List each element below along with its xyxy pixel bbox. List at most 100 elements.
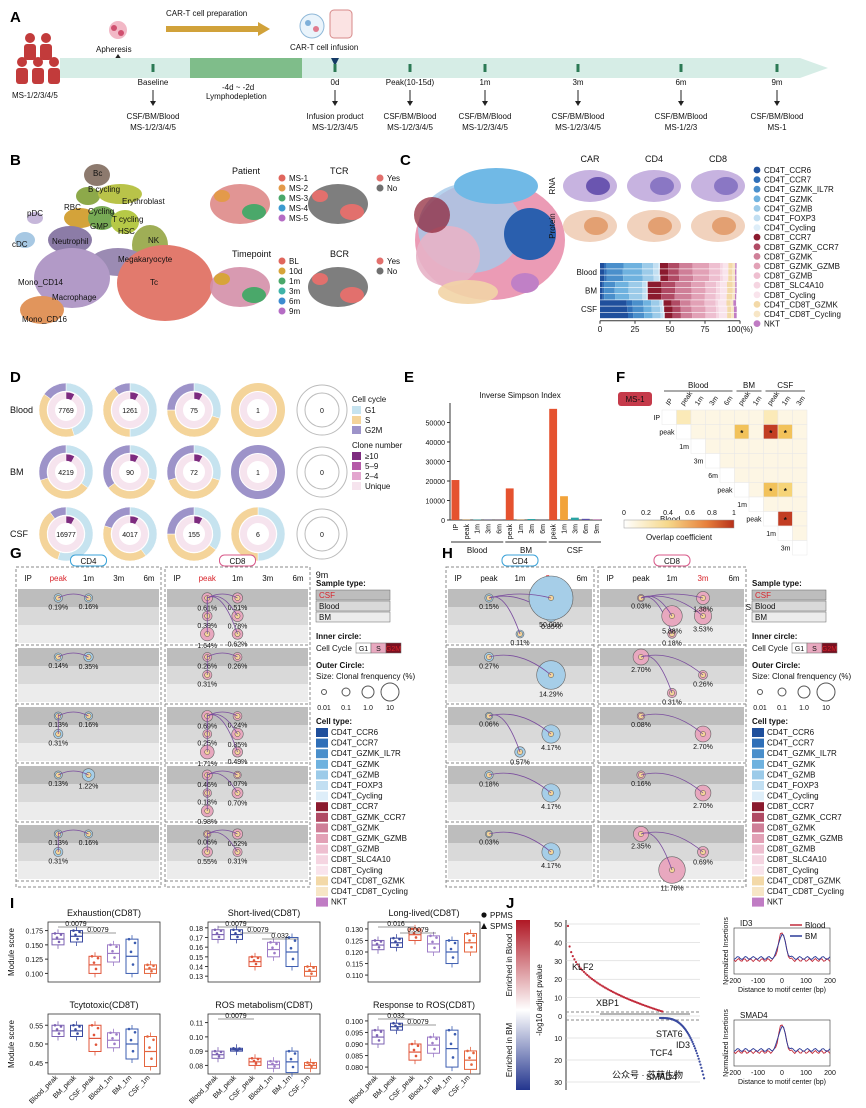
- celltype-dot: [753, 224, 761, 232]
- celltype-segment: [719, 269, 723, 275]
- size-label: 0.1: [341, 705, 351, 712]
- motif-point-blood: [587, 975, 590, 978]
- col-header: 3m: [262, 574, 273, 583]
- data-point: [55, 936, 59, 939]
- celltype-label: CD8T_GZMK_GZMB: [764, 262, 840, 271]
- celltype-swatch: [316, 834, 328, 843]
- celltype-dot: [753, 320, 761, 327]
- y-tick-label: 20000: [426, 479, 446, 486]
- clone-frequency: 0.26%: [693, 682, 713, 689]
- cellcycle-arc: [230, 506, 259, 562]
- timepoint-name: 3m: [572, 78, 583, 87]
- pvalue-label: 0.0079: [87, 927, 109, 934]
- pvalue-label: 0.0079: [407, 927, 429, 934]
- lineage-link: [640, 832, 673, 871]
- donut-row-label: Blood: [10, 405, 33, 415]
- data-point: [148, 966, 151, 970]
- celltype-swatch: [316, 738, 328, 748]
- data-point: [72, 1023, 75, 1027]
- size-label: 1.0: [363, 705, 373, 712]
- clone-frequency: 0.49%: [228, 759, 248, 766]
- celltype-segment: [733, 306, 737, 312]
- clone-frequency: 0.98%: [197, 819, 217, 826]
- celltype-segment: [674, 294, 692, 300]
- motif-point-bm: [697, 1057, 700, 1060]
- patients-label: MS-1/2/3/4/5: [12, 91, 58, 100]
- y-tick-label: 50000: [426, 421, 446, 428]
- clone-swatch: [352, 482, 361, 490]
- x-category: Blood_peak: [28, 1074, 59, 1105]
- celltype-segment: [600, 263, 604, 269]
- rna-feature-hot: [650, 177, 674, 195]
- band-csf: [600, 825, 744, 843]
- y-tick-label: 0.150: [25, 943, 43, 950]
- infusion-bag-icon: [299, 9, 353, 39]
- donut-count: 0: [320, 408, 324, 415]
- motif-point-blood: [570, 951, 573, 954]
- y-tick-label: 30000: [426, 460, 446, 467]
- legend-label: MS-4: [289, 204, 309, 213]
- cycle-box-label: S: [812, 646, 817, 653]
- timepoint-patients: MS-1/2/3/4/5: [555, 123, 601, 132]
- cellcycle-arc: [49, 506, 67, 519]
- x-tick-label: 3m: [529, 524, 536, 534]
- cluster-label: Megakaryocyte: [118, 255, 173, 264]
- data-point: [472, 1051, 475, 1055]
- celltype-swatch: [752, 791, 764, 801]
- heat-cell: [777, 438, 793, 454]
- timepoint-tick: [775, 64, 779, 72]
- donut-count: 1: [256, 408, 260, 415]
- cellcycle-label: G2M: [365, 426, 383, 435]
- cycle-box-label: G2M: [822, 646, 837, 653]
- significance-star: *: [769, 487, 773, 496]
- motif-point-blood: [595, 981, 598, 984]
- data-point: [238, 929, 241, 933]
- protein-feature-hot: [648, 217, 672, 235]
- data-point: [379, 940, 383, 943]
- data-point: [234, 1048, 237, 1051]
- legend-dot: [278, 214, 286, 222]
- band-blood: [448, 843, 592, 861]
- celltype-label: CD4T_CCR7: [767, 739, 815, 748]
- data-point: [131, 963, 135, 966]
- donut-count: 16977: [56, 532, 76, 539]
- motif-point-bm: [692, 1042, 695, 1046]
- cycle-box-label: G1: [795, 646, 804, 653]
- smad4-track-xtick: 100: [800, 1070, 812, 1077]
- motif-point-blood: [603, 986, 606, 989]
- celltype-segment: [679, 275, 694, 281]
- rna-feature-hot: [714, 177, 738, 195]
- umap-mini-cluster: [214, 190, 230, 202]
- row-label: 6m: [708, 473, 718, 480]
- lineage-link: [207, 772, 238, 794]
- enriched-bm-label: Enriched in BM: [505, 1023, 514, 1078]
- timepoint-name: 1m: [479, 78, 490, 87]
- bar-tick-label: 100(%): [727, 325, 753, 334]
- celltype-segment: [735, 287, 737, 294]
- gene-label: STAT6: [656, 1029, 683, 1039]
- celltype-segment: [680, 306, 692, 312]
- boxplot-title: Tcytotoxic(CD8T): [69, 1000, 138, 1010]
- celltype-segment: [730, 300, 734, 306]
- cellcycle-arc: [104, 506, 131, 529]
- col-label: 1m: [781, 395, 792, 407]
- data-point: [394, 940, 397, 943]
- cellcycle-arc: [166, 444, 195, 481]
- id3-track-blood-line: [733, 932, 831, 963]
- timepoint-samples: CSF/BM/Blood: [459, 112, 512, 121]
- x-tick-label: peak: [464, 524, 471, 540]
- cellcycle-arc: [166, 382, 195, 411]
- heat-cell: [661, 409, 677, 425]
- data-point: [127, 1027, 131, 1031]
- celltype-segment: [659, 263, 669, 269]
- lineage-link: [207, 596, 238, 635]
- data-point: [111, 949, 114, 953]
- cluster-label: HSC: [118, 227, 135, 236]
- clone-frequency: 50.00%: [539, 622, 563, 629]
- infusion-label: CAR-T cell infusion: [290, 43, 358, 52]
- data-point: [398, 937, 401, 941]
- motif-point-bm: [702, 1073, 705, 1076]
- size-circle: [380, 682, 400, 702]
- celltype-swatch: [752, 876, 764, 886]
- motif-point-blood: [594, 980, 597, 983]
